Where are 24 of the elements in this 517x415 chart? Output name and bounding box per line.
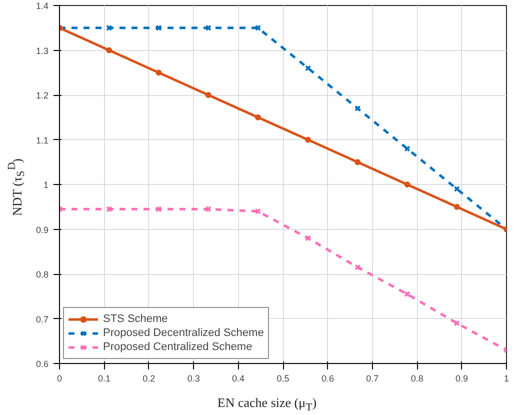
y-tick-label: 0.6 (36, 359, 49, 369)
x-tick-label: 0.3 (187, 374, 200, 384)
y-tick-label: 1.2 (36, 90, 49, 100)
legend-label: Proposed Centralized Scheme (103, 340, 252, 354)
x-tick-label: 1 (504, 374, 510, 384)
x-tick-label: 0 (56, 374, 62, 384)
legend-label: Proposed Decentralized Scheme (103, 326, 264, 340)
x-tick-label: 0.4 (232, 374, 245, 384)
x-tick-label: 0.5 (276, 374, 290, 384)
y-tick-label: 1 (43, 180, 49, 190)
x-tick-label: 0.9 (456, 374, 468, 384)
x-axis-title: EN cache size (μ$_{T}$) (216, 394, 318, 415)
x-tick-label: 0.1 (98, 374, 110, 384)
y-tick-label: 0.8 (36, 270, 49, 280)
x-tick-label: 0.7 (366, 374, 379, 384)
y-tick-label: 1.4 (36, 1, 49, 11)
y-tick-label: 0.9 (36, 224, 49, 235)
y-tick-label: 1.3 (36, 46, 49, 56)
x-tick-label: 0.6 (321, 374, 334, 384)
legend-label: STS Scheme (103, 312, 168, 326)
y-tick-label: 1.1 (36, 135, 49, 146)
x-tick-label: 0.2 (142, 374, 156, 384)
x-tick-label: 0.8 (410, 374, 424, 384)
y-tick-label: 0.7 (36, 314, 49, 324)
